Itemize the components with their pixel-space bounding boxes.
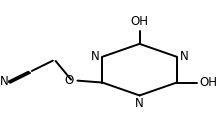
- Text: N: N: [0, 75, 9, 88]
- Text: OH: OH: [131, 15, 149, 28]
- Text: N: N: [91, 50, 99, 63]
- Text: N: N: [180, 50, 189, 63]
- Text: O: O: [64, 74, 73, 87]
- Text: N: N: [135, 97, 144, 110]
- Text: OH: OH: [199, 76, 217, 89]
